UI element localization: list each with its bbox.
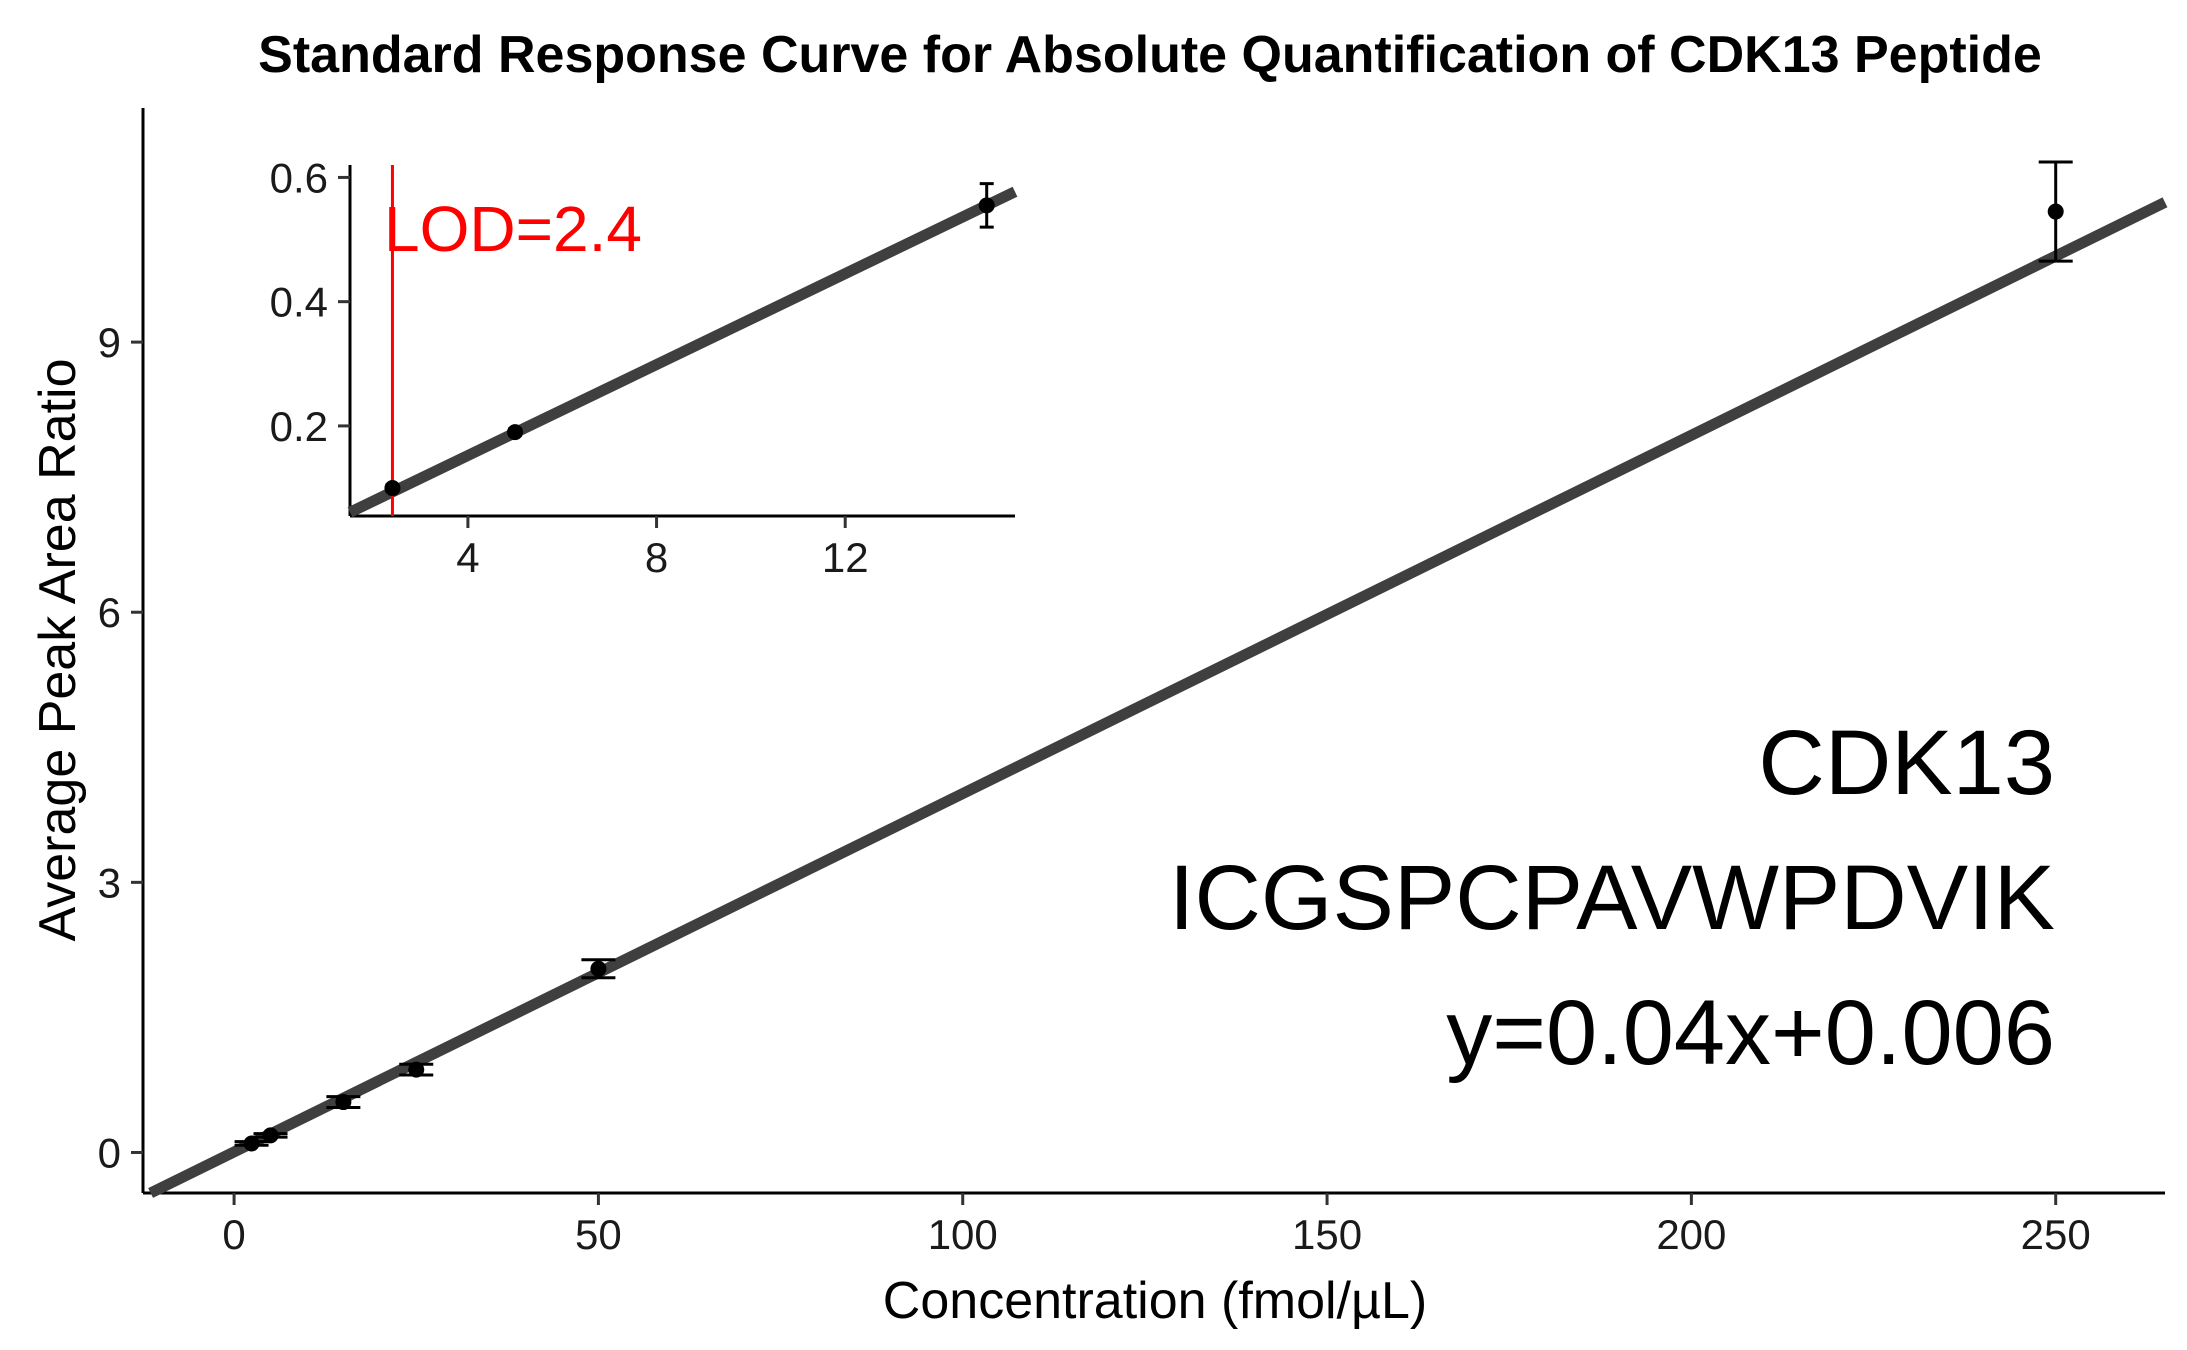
x-tick-label: 12 (822, 534, 869, 581)
x-tick-label: 150 (1292, 1211, 1362, 1258)
main-plot: 0 50 100 150 200 250 0 3 6 9 Concentration (fmol… (29, 108, 2168, 1330)
main-y-ticks: 0 3 6 9 (98, 319, 143, 1176)
data-point (507, 424, 524, 441)
main-fit-line (148, 197, 2168, 1198)
y-tick-label: 9 (98, 319, 121, 366)
lod-label: LOD=2.4 (384, 193, 642, 265)
data-point (978, 182, 995, 229)
inset-x-ticks: 4 8 12 (456, 516, 869, 581)
data-point (326, 1094, 361, 1111)
protein-name-annotation: CDK13 (1758, 712, 2055, 814)
data-point (399, 1061, 434, 1078)
point-marker (2047, 203, 2064, 220)
main-points (234, 160, 2073, 1152)
y-tick-label: 3 (98, 859, 121, 906)
point-marker (507, 424, 524, 441)
y-axis-title: Average Peak Area Ratio (29, 359, 87, 942)
x-tick-label: 250 (2021, 1211, 2091, 1258)
data-point (234, 1135, 269, 1152)
data-point (384, 480, 401, 497)
y-tick-label: 0 (98, 1129, 121, 1176)
x-axis-title: Concentration (fmol/µL) (883, 1272, 1427, 1330)
inset-y-ticks: 0.2 0.4 0.6 (270, 154, 350, 450)
x-tick-label: 50 (575, 1211, 622, 1258)
x-tick-label: 4 (456, 534, 479, 581)
point-marker (978, 197, 995, 214)
inset-points (384, 182, 995, 497)
y-tick-label: 0.6 (270, 154, 328, 201)
x-tick-label: 100 (928, 1211, 998, 1258)
point-marker (590, 960, 607, 977)
point-marker (384, 480, 401, 497)
point-marker (335, 1094, 352, 1111)
main-x-ticks: 0 50 100 150 200 250 (222, 1193, 2091, 1258)
y-tick-label: 6 (98, 589, 121, 636)
point-marker (408, 1061, 425, 1078)
data-point (581, 958, 616, 980)
inset-fit-line (347, 186, 1018, 518)
peptide-sequence-annotation: ICGSPCPAVWPDVIK (1169, 847, 2055, 949)
x-tick-label: 0 (222, 1211, 245, 1258)
chart-title: Standard Response Curve for Absolute Qua… (258, 26, 2042, 84)
inset-plot: 4 8 12 0.2 0.4 0.6 LOD=2.4 (270, 154, 1018, 581)
x-tick-label: 8 (645, 534, 668, 581)
data-point (253, 1127, 288, 1144)
point-marker (262, 1127, 279, 1144)
point-marker (243, 1135, 260, 1152)
equation-annotation: y=0.04x+0.006 (1446, 982, 2055, 1084)
data-point (2038, 160, 2073, 263)
y-tick-label: 0.4 (270, 279, 328, 326)
y-tick-label: 0.2 (270, 403, 328, 450)
x-tick-label: 200 (1656, 1211, 1726, 1258)
